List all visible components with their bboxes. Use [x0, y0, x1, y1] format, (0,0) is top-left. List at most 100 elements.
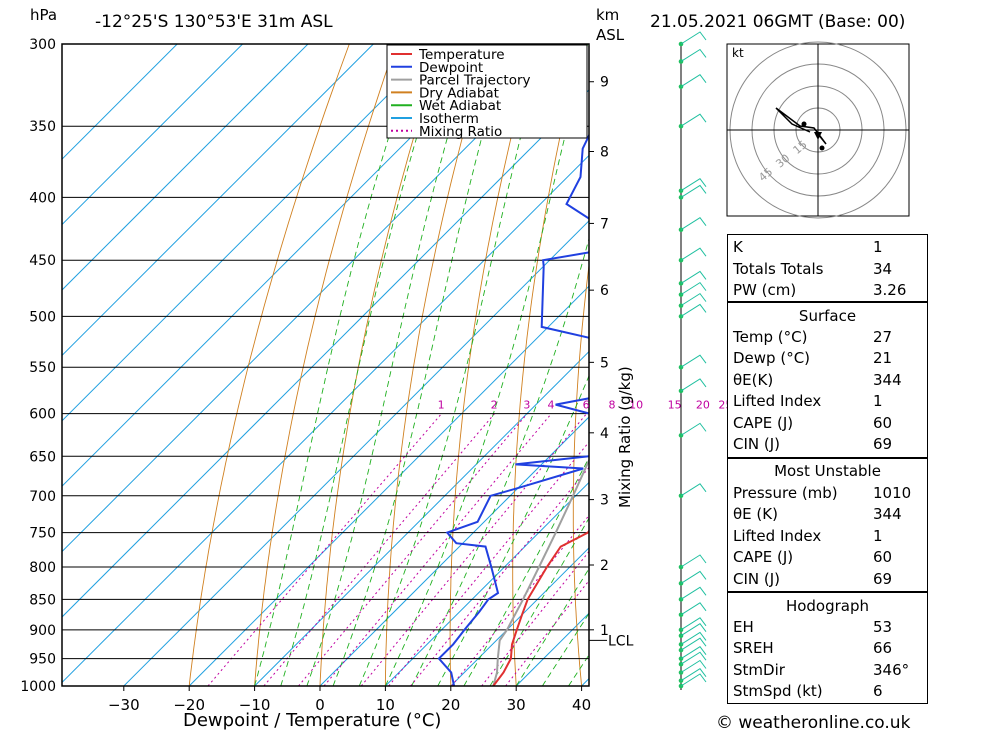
mixing-ratio-label: 1: [438, 399, 445, 412]
pressure-tick-label: 400: [29, 190, 56, 206]
wind-barb: [680, 31, 707, 45]
surface-cape-value: 60: [873, 414, 893, 432]
wind-barb: [680, 667, 707, 682]
surface-dewp-label: Dewp (°C): [733, 349, 811, 367]
wind-barb: [680, 554, 707, 568]
isotherm-line: [254, 350, 589, 686]
sreh-label: SREH: [733, 639, 774, 657]
wind-barb: [680, 659, 707, 673]
wind-barb: [680, 623, 707, 637]
pressure-tick-label: 300: [29, 37, 56, 53]
mu-cin-value: 69: [873, 570, 893, 588]
surface-table: Surface Temp (°C) 27 Dewp (°C) 21 θE(K) 344…: [727, 302, 928, 458]
hodograph-stats-title: Hodograph: [785, 597, 870, 615]
surface-li-label: Lifted Index: [733, 392, 822, 410]
wet-adiabat-line: [306, 44, 476, 686]
parcel-trajectory-line: [492, 458, 589, 686]
isotherm-line: [319, 416, 589, 686]
wind-barb: [680, 247, 707, 261]
wind-barb: [680, 281, 707, 296]
chart-axes: [61, 43, 607, 691]
footer-credit: © weatheronline.co.uk: [716, 713, 911, 733]
dry-adiabat-line: [632, 44, 674, 686]
chart-datetime: 21.05.2021 06GMT (Base: 00): [650, 12, 905, 32]
plot-frame: [61, 43, 590, 687]
pressure-tick-label: 700: [29, 489, 56, 505]
storm-motion-marker: [814, 132, 822, 140]
km-tick-label: 9: [600, 75, 609, 91]
wind-barb: [680, 217, 707, 231]
chart-series: [437, 133, 589, 686]
wind-barb: [680, 570, 707, 584]
mixing-ratio-label: 2: [491, 399, 498, 412]
x-tick-label: −10: [239, 696, 271, 714]
surface-temp-label: Temp (°C): [733, 328, 808, 346]
surface-theta-label: θE(K): [733, 371, 774, 389]
x-tick-label: 40: [572, 696, 591, 714]
surface-cin-value: 69: [873, 435, 893, 453]
sreh-value: 66: [873, 639, 893, 657]
legend-entry: Parcel Trajectory: [419, 73, 531, 89]
x-tick-label: 30: [507, 696, 526, 714]
isotherm-line: [62, 44, 243, 226]
pressure-tick-label: 950: [29, 652, 56, 668]
mixing-ratio-axis-title: Mixing Ratio (g/kg): [616, 366, 634, 508]
totals-totals-value: 34: [873, 260, 893, 278]
isotherm-line: [188, 285, 589, 686]
wind-barb: [680, 651, 707, 665]
wind-barb: [680, 48, 707, 62]
x-axis-title: Dewpoint / Temperature (°C): [183, 710, 441, 731]
wind-barb: [680, 184, 707, 198]
hodograph-trace: [775, 107, 827, 145]
hodograph-unit: kt: [732, 46, 744, 60]
wind-level-dot: [678, 292, 684, 297]
pw-label: PW (cm): [733, 281, 797, 299]
mu-theta-label: θE (K): [733, 505, 778, 523]
wind-level-dot: [678, 493, 684, 499]
pressure-tick-label: 850: [29, 592, 56, 608]
pressure-tick-label: 900: [29, 623, 56, 639]
mu-pressure-label: Pressure (mb): [733, 484, 838, 502]
wind-barb: [680, 483, 707, 497]
wind-barb: [680, 422, 707, 436]
mu-cape-value: 60: [873, 548, 893, 566]
stmspd-label: StmSpd (kt): [733, 682, 823, 700]
mixing-ratio-label: 4: [547, 399, 554, 412]
pressure-tick-label: 650: [29, 449, 56, 465]
eh-label: EH: [733, 618, 754, 636]
pw-value: 3.26: [873, 281, 907, 299]
wind-barb: [680, 74, 707, 88]
surface-theta-value: 344: [873, 371, 902, 389]
k-index-label: K: [733, 238, 743, 256]
surface-title: Surface: [798, 307, 857, 325]
dewpoint-line: [437, 133, 589, 686]
pressure-tick-label: 800: [29, 560, 56, 576]
wind-barb: [680, 645, 707, 660]
mixing-ratio-label: 6: [583, 399, 590, 412]
mu-theta-value: 344: [873, 505, 902, 523]
wind-level-dot: [678, 257, 684, 263]
km-tick-label: 3: [600, 493, 609, 509]
k-index-value: 1: [873, 238, 883, 256]
x-tick-label: −30: [108, 696, 140, 714]
pressure-tick-label: 500: [29, 309, 56, 325]
mixing-ratio-label: 15: [668, 399, 682, 412]
eh-value: 53: [873, 618, 893, 636]
mixing-ratio-line: [360, 413, 587, 686]
plot-background: [62, 44, 589, 686]
isotherm-line: [62, 44, 309, 291]
most-unstable-table: Most Unstable Pressure (mb) 1010 θE (K) 34…: [727, 458, 928, 592]
mixing-ratio-label: 8: [609, 399, 616, 412]
mu-li-value: 1: [873, 527, 883, 545]
wind-barb: [680, 354, 707, 368]
legend-entry: Wet Adiabat: [419, 98, 501, 114]
km-tick-label: 4: [600, 426, 609, 442]
km-tick-label: 5: [600, 355, 609, 371]
surface-cape-label: CAPE (J): [733, 414, 794, 432]
most-unstable-title: Most Unstable: [774, 462, 881, 480]
x-tick-label: −20: [173, 696, 205, 714]
isotherm-line: [62, 44, 178, 160]
surface-cin-label: CIN (J): [733, 435, 781, 453]
km-tick-label: 8: [600, 144, 609, 160]
